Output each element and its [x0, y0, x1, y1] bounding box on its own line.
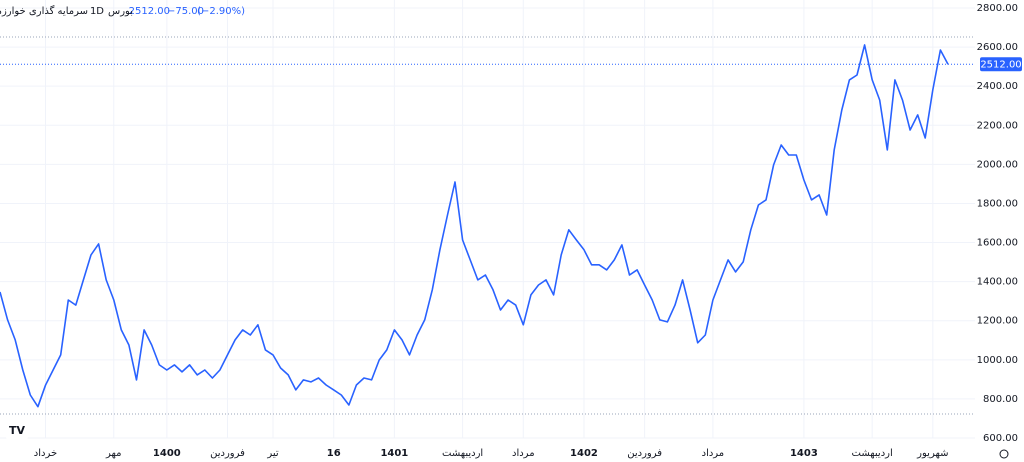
x-tick-label: خرداد	[34, 448, 57, 459]
x-tick-label: مرداد	[512, 448, 535, 459]
y-tick-label: 1200.00	[977, 316, 1018, 327]
x-tick-label: 16	[327, 448, 341, 459]
tv-logo: TV	[6, 422, 28, 440]
price-line	[0, 44, 949, 408]
x-tick-label: اردیبهشت	[442, 448, 483, 459]
change-percent: (−2.90%)	[197, 6, 245, 17]
y-tick-label: 1600.00	[977, 238, 1018, 249]
x-tick-label: شهریور	[916, 448, 948, 459]
y-tick-label: 1000.00	[977, 355, 1018, 366]
y-tick-label: 1800.00	[977, 198, 1018, 209]
header: (−2.90%) −75.00 2512.00 بورس 1D سرمایه گ…	[0, 5, 245, 17]
y-tick-label: 800.00	[983, 394, 1018, 405]
last-price-label: 2512.00	[980, 59, 1021, 70]
x-tick-label: 1402	[570, 448, 598, 459]
x-tick-label: 1403	[790, 448, 818, 459]
interval: 1D	[90, 6, 104, 17]
y-tick-label: 2600.00	[977, 42, 1018, 53]
x-tick-label: تیر	[266, 448, 279, 459]
y-tick-label: 2000.00	[977, 159, 1018, 170]
svg-text:TV: TV	[9, 424, 26, 437]
x-tick-label: فروردین	[210, 448, 245, 459]
price: 2512.00	[129, 6, 170, 17]
x-tick-label: فروردین	[627, 448, 662, 459]
y-tick-label: 600.00	[983, 433, 1018, 444]
symbol-name: سرمایه گذاری خوارزمی	[0, 5, 88, 17]
settings-button[interactable]	[999, 449, 1009, 459]
x-tick-label: 1400	[153, 448, 181, 459]
x-tick-label: مهر	[105, 448, 121, 459]
y-tick-label: 2200.00	[977, 120, 1018, 131]
y-tick-label: 2800.00	[977, 3, 1018, 14]
change: −75.00	[167, 6, 204, 17]
exchange: بورس	[108, 6, 133, 17]
y-tick-label: 1400.00	[977, 277, 1018, 288]
last-price-box	[980, 57, 1022, 72]
x-tick-label: 1401	[380, 448, 408, 459]
x-tick-label: مرداد	[702, 448, 725, 459]
x-tick-label: اردیبهشت	[852, 448, 893, 459]
y-tick-label: 2400.00	[977, 81, 1018, 92]
